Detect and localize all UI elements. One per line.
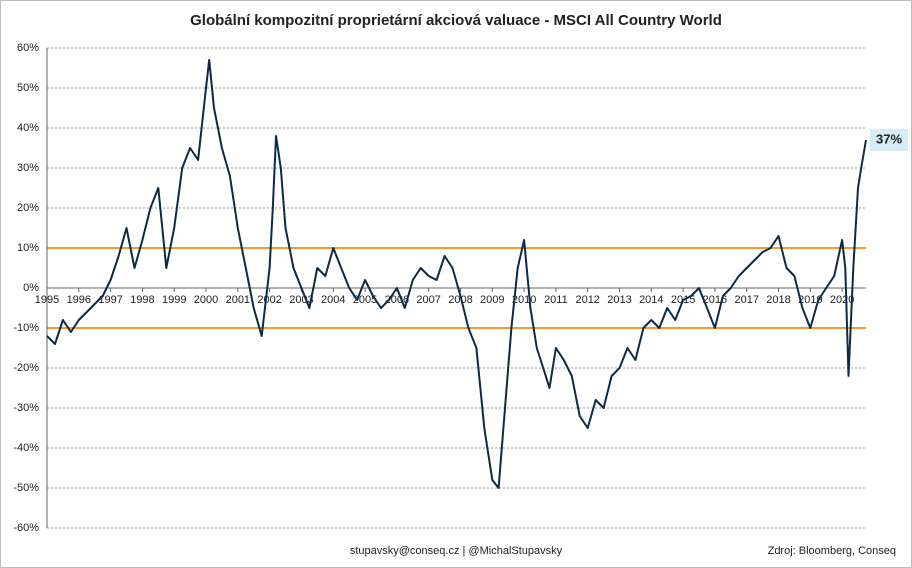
x-tick-label: 2004 xyxy=(321,294,345,306)
x-tick-label: 2013 xyxy=(607,294,631,306)
x-tick-label: 1998 xyxy=(130,294,154,306)
y-tick-label: -20% xyxy=(13,362,39,374)
y-tick-label: -60% xyxy=(13,522,39,534)
series-line xyxy=(46,59,867,489)
y-tick-label: -10% xyxy=(13,322,39,334)
x-tick-label: 2000 xyxy=(194,294,218,306)
x-tick-label: 2001 xyxy=(226,294,250,306)
y-tick-label: -40% xyxy=(13,442,39,454)
y-tick-label: 0% xyxy=(23,282,39,294)
x-tick-label: 1999 xyxy=(162,294,186,306)
x-tick-label: 2009 xyxy=(480,294,504,306)
x-tick-label: 2020 xyxy=(830,294,854,306)
y-tick-label: 60% xyxy=(17,42,39,54)
y-tick-label: 40% xyxy=(17,122,39,134)
footer-source: Zdroj: Bloomberg, Conseq xyxy=(768,545,896,557)
y-tick-label: 10% xyxy=(17,242,39,254)
x-tick-label: 1996 xyxy=(67,294,91,306)
y-tick-label: -30% xyxy=(13,402,39,414)
y-tick-label: 20% xyxy=(17,202,39,214)
x-tick-label: 2011 xyxy=(544,294,568,306)
end-label-box xyxy=(870,129,908,151)
y-tick-label: 50% xyxy=(17,82,39,94)
x-tick-label: 2018 xyxy=(766,294,790,306)
footer-contact: stupavsky@conseq.cz | @MichalStupavsky xyxy=(350,545,563,557)
x-tick-label: 2002 xyxy=(257,294,281,306)
y-tick-label: -50% xyxy=(13,482,39,494)
y-tick-label: 30% xyxy=(17,162,39,174)
x-tick-label: 2014 xyxy=(639,294,663,306)
end-label: 37% xyxy=(876,131,902,146)
x-tick-label: 2007 xyxy=(416,294,440,306)
x-tick-label: 1997 xyxy=(98,294,122,306)
x-tick-label: 2012 xyxy=(575,294,599,306)
chart-title: Globální kompozitní proprietární akciová… xyxy=(190,12,722,29)
x-tick-label: 2017 xyxy=(734,294,758,306)
